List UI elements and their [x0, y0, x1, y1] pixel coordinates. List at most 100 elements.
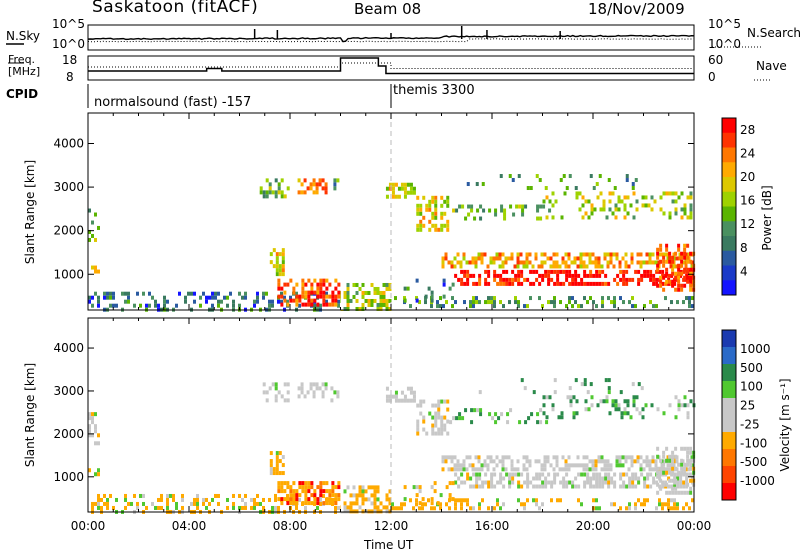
power-cell: [280, 190, 284, 195]
power-cell: [623, 203, 627, 208]
velocity-cell: [499, 480, 503, 485]
power-cell: [677, 283, 681, 288]
x-tick-label: 20:00: [576, 519, 611, 533]
power-cell: [625, 277, 629, 282]
power-cell: [678, 252, 682, 257]
power-cell: [543, 260, 547, 265]
power-cell: [625, 281, 629, 286]
power-cell: [322, 282, 326, 287]
power-cell: [448, 286, 452, 291]
power-cell: [512, 212, 516, 217]
power-cell: [659, 259, 663, 264]
velocity-cell: [477, 459, 481, 464]
velocity-cell: [586, 390, 590, 395]
velocity-cell: [604, 480, 608, 485]
power-cell: [472, 281, 476, 286]
power-cell: [226, 303, 229, 308]
power-cell: [280, 286, 284, 291]
velocity-cell: [449, 420, 453, 425]
velocity-cell: [645, 455, 649, 460]
power-cell: [453, 264, 457, 269]
velocity-cell: [403, 485, 407, 490]
power-cell: [648, 252, 652, 257]
velocity-cell: [471, 463, 475, 468]
power-cell: [608, 199, 612, 204]
velocity-cell: [355, 501, 359, 506]
power-cell: [304, 294, 308, 299]
velocity-cell: [115, 497, 118, 502]
velocity-cell: [599, 399, 603, 404]
velocity-cell: [283, 489, 287, 494]
power-cell: [590, 203, 594, 208]
power-cell: [517, 277, 521, 282]
velocity-cell: [160, 505, 163, 510]
velocity-cell: [589, 484, 593, 489]
velocity-cell: [677, 399, 681, 404]
velocity-cell: [259, 501, 262, 506]
power-cell: [470, 208, 474, 213]
power-cell: [103, 295, 106, 300]
power-cell: [412, 190, 416, 195]
power-cell: [388, 306, 392, 311]
velocity-cell: [409, 398, 413, 403]
velocity-cell: [385, 505, 389, 510]
power-cell: [589, 281, 593, 286]
power-cell: [331, 290, 335, 295]
power-cell: [136, 291, 139, 296]
power-cell: [133, 303, 136, 308]
power-cell: [488, 208, 492, 213]
power-cell: [686, 279, 690, 284]
power-cell: [540, 260, 544, 265]
power-cell: [334, 286, 338, 291]
power-cell: [624, 252, 628, 257]
power-cell: [334, 278, 338, 283]
velocity-cell: [543, 463, 547, 468]
power-cell: [244, 291, 247, 296]
velocity-cell: [415, 493, 419, 498]
power-cell: [463, 300, 466, 305]
velocity-cell: [631, 484, 635, 489]
velocity-cell: [478, 390, 482, 395]
power-cell: [184, 295, 187, 300]
velocity-cell: [430, 497, 434, 502]
velocity-cell: [586, 472, 590, 477]
power-cell: [562, 269, 566, 274]
velocity-cell: [641, 415, 645, 420]
velocity-cell: [671, 454, 675, 459]
power-cell: [662, 211, 666, 216]
velocity-cell: [382, 505, 386, 510]
velocity-cell: [652, 480, 656, 485]
velocity-cell: [559, 480, 563, 485]
power-colorbar-swatch: [722, 221, 736, 237]
power-cell: [639, 252, 643, 257]
velocity-cell: [349, 505, 353, 510]
power-cell: [256, 295, 259, 300]
power-cell: [434, 199, 438, 204]
velocity-cell: [634, 506, 637, 511]
power-cell: [471, 256, 475, 261]
power-cell: [495, 256, 499, 261]
velocity-cell: [541, 472, 545, 477]
velocity-cell: [615, 459, 619, 464]
power-cell: [536, 216, 540, 221]
power-cell: [541, 304, 544, 309]
velocity-cell: [561, 455, 565, 460]
velocity-cell: [166, 505, 169, 510]
power-cell: [346, 294, 350, 299]
velocity-cell: [486, 467, 490, 472]
velocity-cell: [373, 485, 377, 490]
velocity-cell: [428, 411, 432, 416]
velocity-cell: [621, 463, 625, 468]
velocity-cell: [444, 459, 448, 464]
power-colorbar-swatch: [722, 206, 736, 222]
velocity-cell: [520, 472, 524, 477]
velocity-cell: [674, 415, 678, 420]
velocity-cell: [325, 481, 329, 486]
velocity-cell: [598, 506, 601, 511]
velocity-cell: [501, 455, 505, 460]
velocity-cell: [626, 403, 630, 408]
velocity-cell: [277, 505, 280, 510]
velocity-cell: [286, 382, 290, 387]
power-cell: [265, 291, 268, 296]
velocity-cell: [232, 505, 235, 510]
